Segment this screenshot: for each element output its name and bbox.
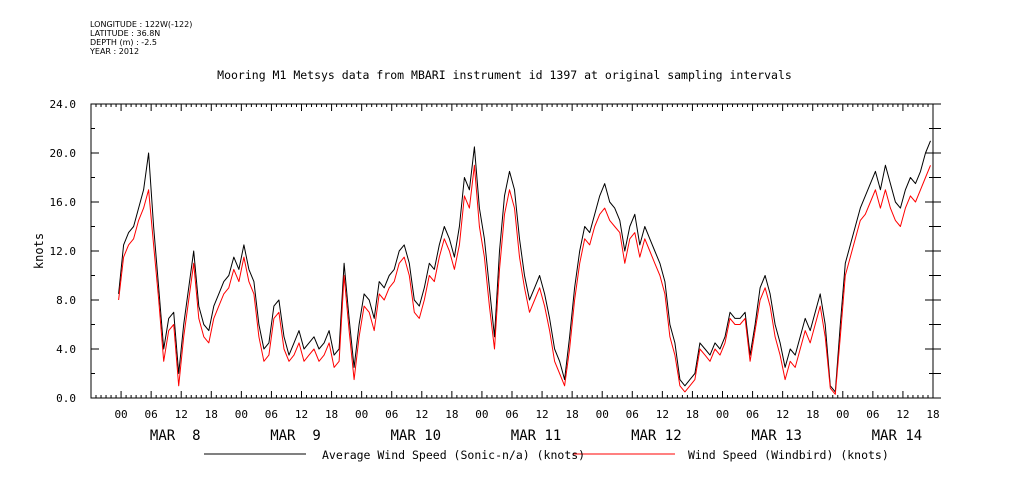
y-tick-label: 16.0: [50, 196, 77, 209]
x-tick-label: 06: [505, 408, 518, 421]
x-tick-label: 12: [656, 408, 669, 421]
x-day-label: MAR 10: [390, 428, 441, 444]
x-tick-label: 00: [355, 408, 368, 421]
x-tick-label: 06: [746, 408, 759, 421]
legend-label-series-0: Average Wind Speed (Sonic-n/a) (knots): [322, 448, 586, 462]
depth-label: DEPTH (m) : -2.5: [90, 38, 157, 47]
longitude-label: LONGITUDE : 122W(-122): [90, 20, 193, 29]
y-tick-label: 24.0: [50, 98, 77, 111]
x-tick-label: 12: [175, 408, 188, 421]
x-tick-label: 18: [806, 408, 819, 421]
x-tick-label: 06: [385, 408, 398, 421]
x-tick-label: 00: [475, 408, 488, 421]
legend-label-series-1: Wind Speed (Windbird) (knots): [688, 448, 889, 462]
x-tick-label: 12: [776, 408, 789, 421]
x-day-label: MAR 11: [511, 428, 562, 444]
y-tick-label: 20.0: [50, 147, 77, 160]
y-tick-label: 8.0: [56, 294, 76, 307]
x-day-label: MAR 13: [751, 428, 802, 444]
x-tick-label: 18: [445, 408, 458, 421]
x-tick-label: 00: [596, 408, 609, 421]
x-day-label: MAR 8: [150, 428, 201, 444]
x-tick-label: 18: [325, 408, 338, 421]
y-tick-label: 0.0: [56, 392, 76, 405]
y-tick-label: 4.0: [56, 343, 76, 356]
plot-frame: [90, 103, 934, 399]
x-tick-label: 12: [415, 408, 428, 421]
x-tick-label: 00: [716, 408, 729, 421]
x-tick-label: 06: [265, 408, 278, 421]
x-tick-label: 06: [626, 408, 639, 421]
x-tick-label: 00: [114, 408, 127, 421]
metadata-block: LONGITUDE : 122W(-122) LATITUDE : 36.8N …: [90, 20, 192, 56]
x-tick-label: 18: [205, 408, 218, 421]
series-line-1: [118, 164, 931, 395]
x-tick-label: 18: [686, 408, 699, 421]
y-tick-label: 12.0: [50, 245, 77, 258]
x-day-label: MAR 12: [631, 428, 682, 444]
x-tick-label: 06: [145, 408, 158, 421]
plot-axes: [90, 103, 934, 399]
x-tick-label: 18: [566, 408, 579, 421]
year-label: YEAR : 2012: [90, 47, 140, 56]
x-day-label: MAR 14: [872, 428, 923, 444]
x-tick-label: 00: [836, 408, 849, 421]
series-line-0: [118, 140, 931, 393]
y-axis-label: knots: [32, 233, 46, 269]
chart-title: Mooring M1 Metsys data from MBARI instru…: [217, 68, 792, 82]
x-tick-label: 00: [235, 408, 248, 421]
axis-ticks: 00 06 12 18 00 06 12 18 00 06 12 18 00 06 12 18 00 06 12 18…: [32, 98, 941, 444]
x-tick-label: 12: [535, 408, 548, 421]
x-tick-label: 18: [926, 408, 939, 421]
x-tick-label: 12: [896, 408, 909, 421]
latitude-label: LATITUDE : 36.8N: [90, 29, 161, 38]
x-day-label: MAR 9: [270, 428, 321, 444]
series-layer: [118, 140, 931, 395]
x-tick-label: 06: [866, 408, 879, 421]
x-tick-label: 12: [295, 408, 308, 421]
